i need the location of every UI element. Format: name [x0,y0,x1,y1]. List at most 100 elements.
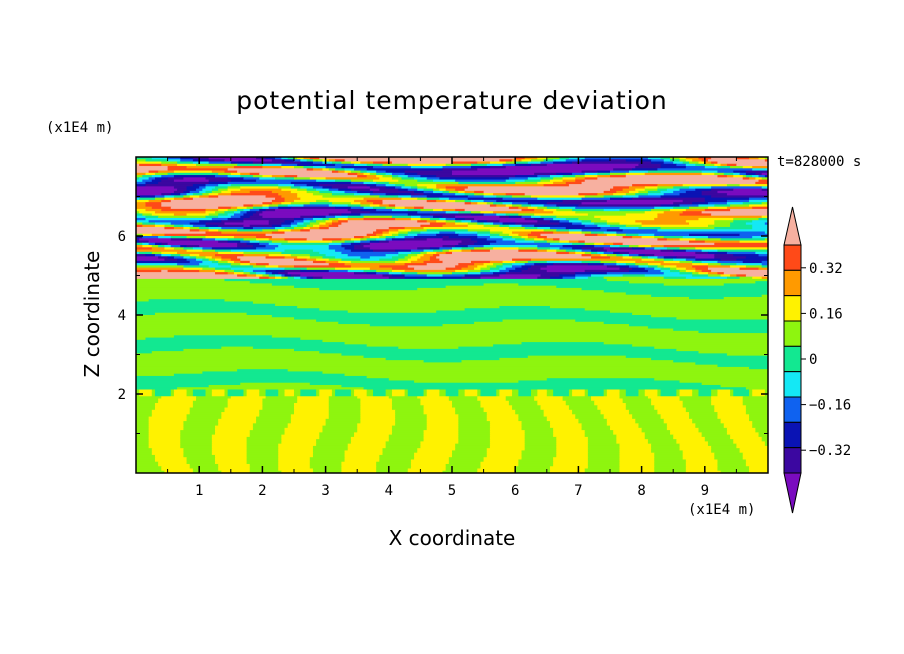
heatmap-cell [537,206,548,210]
heatmap-cell [259,412,295,415]
heatmap-cell [512,195,532,199]
heatmap-cell [461,220,472,224]
heatmap-cell [442,260,472,264]
heatmap-cell [761,188,768,192]
heatmap-cell [761,276,768,280]
heatmap-cell [180,436,213,440]
heatmap-cell [489,269,500,273]
heatmap-cell [136,276,260,280]
heatmap-cell [145,202,162,205]
heatmap-cell [515,466,551,470]
heatmap-cell [136,172,147,176]
heatmap-cell [173,195,184,199]
heatmap-cell [758,175,766,178]
heatmap-cell [300,391,317,395]
heatmap-cell [136,175,143,178]
heatmap-cell [360,242,371,246]
heatmap-cell [344,342,523,345]
heatmap-cell [546,206,561,210]
heatmap-cell [635,188,646,192]
heatmap-cell [233,260,241,264]
heatmap-cell [426,423,459,427]
heatmap-cell [568,405,598,409]
heatmap-cell [164,233,267,237]
heatmap-cell [524,179,542,183]
heatmap-cell [553,434,586,438]
heatmap-cell [218,463,251,467]
heatmap-cell [707,443,737,447]
heatmap-cell [692,272,700,275]
heatmap-cell [284,256,298,260]
heatmap-cell [711,188,734,192]
heatmap-cell [136,439,150,442]
heatmap-cell [331,161,342,165]
heatmap-cell [136,466,162,470]
heatmap-cell [477,222,485,226]
heatmap-cell [322,371,768,375]
heatmap-cell [682,450,712,454]
heatmap-cell [218,193,232,196]
heatmap-cell [373,231,384,235]
heatmap-cell [628,265,640,269]
heatmap-cell [575,272,608,275]
heatmap-cell [752,391,766,395]
heatmap-cell [679,159,687,163]
heatmap-cell [167,172,219,176]
heatmap-cell [376,181,390,185]
heatmap-cell [584,391,589,395]
heatmap-cell [136,369,238,373]
heatmap-cell [192,391,207,395]
heatmap-cell [480,461,519,465]
heatmap-cell [439,231,456,235]
heatmap-cell [433,188,440,192]
heatmap-cell [505,166,636,169]
heatmap-cell [357,423,396,427]
heatmap-cell [385,170,406,174]
heatmap-cell [237,274,248,278]
heatmap-cell [192,403,229,406]
heatmap-cell [584,195,605,199]
heatmap-cell [366,175,377,178]
heatmap-cell [638,226,662,230]
heatmap-cell [230,258,241,262]
heatmap-cell [338,224,421,228]
heatmap-cell [136,319,317,323]
heatmap-cell [657,391,662,395]
heatmap-cell [154,211,207,215]
heatmap-cell [202,247,213,251]
heatmap-cell [338,170,346,174]
heatmap-cell [284,159,295,163]
heatmap-cell [275,274,282,278]
heatmap-cell [512,391,519,395]
heatmap-cell [600,409,630,413]
heatmap-cell [461,360,674,363]
heatmap-cell [489,233,500,237]
heatmap-cell [335,215,349,219]
heatmap-cell [486,448,526,452]
heatmap-cell [553,432,586,436]
heatmap-cell [531,159,545,163]
heatmap-cell [148,299,226,303]
heatmap-cell [180,441,213,445]
heatmap-cell [515,240,535,244]
heatmap-cell [290,206,336,210]
heatmap-cell [417,220,428,224]
heatmap-cell [581,170,598,174]
heatmap-cell [764,443,768,447]
heatmap-cell [730,265,747,269]
heatmap-cell [215,432,251,436]
heatmap-cell [410,249,425,253]
heatmap-cell [369,247,418,251]
heatmap-cell [354,389,368,393]
heatmap-cell [764,159,768,163]
heatmap-cell [673,328,768,332]
heatmap-cell [426,229,469,233]
heatmap-cell [170,193,181,196]
heatmap-cell [278,204,289,208]
heatmap-cell [426,391,440,395]
heatmap-cell [515,181,538,185]
heatmap-cell [199,263,219,266]
heatmap-cell [325,423,358,427]
heatmap-cell [136,163,140,167]
heatmap-cell [350,249,374,253]
